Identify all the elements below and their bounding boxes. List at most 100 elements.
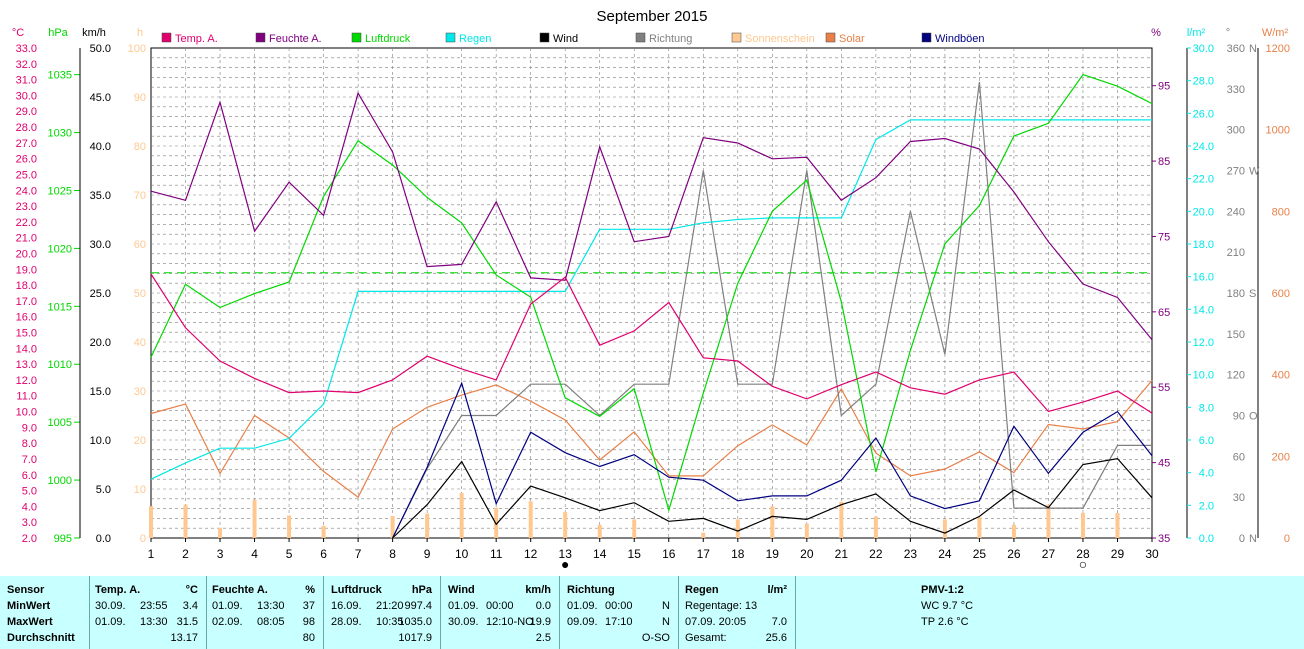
- dir-tick-label: 360: [1227, 43, 1245, 55]
- wind-avg-value: 2.5: [535, 632, 551, 644]
- press-tick-label: 1020: [48, 243, 72, 255]
- rain-header: Regen: [685, 584, 719, 596]
- x-tick-label: 13: [559, 547, 573, 561]
- wind-tick-label: 15.0: [90, 386, 111, 398]
- gust-series-line: [392, 381, 1153, 539]
- x-tick-label: 9: [424, 547, 431, 561]
- legend-label: Richtung: [649, 33, 692, 45]
- dir-cardinal-label: N: [1249, 533, 1257, 545]
- rain-tick-label: 12.0: [1193, 337, 1214, 349]
- temp-tick-label: 28.0: [16, 122, 37, 134]
- axes: 2.0 3.0 4.0 5.0 6.0 7.0 8.0 9.0 10.0 11.0 12.0 13.0…: [16, 43, 1290, 545]
- solar-tick-label: 200: [1272, 451, 1290, 463]
- press-max-value: 1035.0: [398, 616, 432, 628]
- hum-tick-label: 45: [1158, 458, 1170, 470]
- chart-title: September 2015: [597, 8, 708, 25]
- sun-tick-label: 80: [134, 141, 146, 153]
- x-tick-label: 28: [1076, 547, 1090, 561]
- press-tick-label: 1035: [48, 70, 72, 82]
- press-tick-label: 1015: [48, 301, 72, 313]
- temp-tick-label: 20.0: [16, 248, 37, 260]
- sunshine-bar: [390, 515, 395, 538]
- legend-swatch: [921, 32, 932, 43]
- dir-tick-label: 330: [1227, 84, 1245, 96]
- legend-swatch: [825, 32, 836, 43]
- legend-swatch: [539, 32, 550, 43]
- temp-tick-label: 21.0: [16, 233, 37, 245]
- hum-max-value: 98: [302, 616, 315, 628]
- sunshine-bar: [252, 499, 257, 538]
- unit-headers: °C hPa km/h h% l/m² ° W/m²: [12, 27, 1289, 39]
- press-min-date: 16.09.: [331, 600, 362, 612]
- row-label-max: MaxWert: [7, 616, 53, 628]
- rain-tick-label: 4.0: [1199, 468, 1214, 480]
- solar-tick-label: 400: [1272, 370, 1290, 382]
- sunshine-bar: [183, 504, 188, 538]
- sunshine-bar: [1046, 504, 1051, 538]
- legend-swatch: [351, 32, 362, 43]
- legend-label: Wind: [553, 33, 578, 45]
- unit-header: l/m²: [1187, 27, 1206, 39]
- press-tick-label: 1010: [48, 359, 72, 371]
- x-tick-label: 19: [766, 547, 780, 561]
- dir-max-time: 17:10: [605, 616, 633, 628]
- wind-min-time: 00:00: [486, 600, 514, 612]
- series-lines: [150, 73, 1153, 539]
- unit-header: %: [1151, 27, 1161, 39]
- temp-series-line: [150, 273, 1153, 414]
- dir-header: Richtung: [567, 584, 615, 596]
- legend-swatch: [635, 32, 646, 43]
- x-tick-label: 25: [973, 547, 987, 561]
- rain-max-value: 7.0: [771, 616, 787, 628]
- dir-cardinal-label: O: [1249, 411, 1258, 423]
- full-moon-marker: ○: [1079, 556, 1087, 572]
- legend-swatch: [255, 32, 266, 43]
- sunshine-bar: [701, 532, 706, 538]
- temp-max-value: 31.5: [176, 616, 198, 628]
- dir-max-date: 09.09.: [567, 616, 598, 628]
- solar-tick-label: 800: [1272, 206, 1290, 218]
- x-tick-label: 1: [148, 547, 155, 561]
- sunshine-bar: [563, 512, 568, 538]
- rain-tick-label: 16.0: [1193, 272, 1214, 284]
- sunshine-bar: [494, 507, 499, 538]
- row-label-min: MinWert: [7, 600, 51, 612]
- temp-tick-label: 29.0: [16, 106, 37, 118]
- sunshine-bar: [1011, 524, 1016, 538]
- dir-tick-label: 300: [1227, 125, 1245, 137]
- stats-col-hum: Feuchte A. % 01.09. 13:30 37 02.09. 08:0…: [206, 576, 323, 649]
- hum-header: Feuchte A.: [212, 584, 268, 596]
- wind-max-time: 12:10-NO: [486, 616, 534, 628]
- temp-header: Temp. A.: [95, 584, 141, 596]
- temp-tick-label: 3.0: [22, 517, 37, 529]
- wind-tick-label: 30.0: [90, 239, 111, 251]
- rain-tick-label: 14.0: [1193, 304, 1214, 316]
- pmv-header: PMV-1:2: [921, 584, 964, 596]
- sensor-header: Sensor: [7, 584, 45, 596]
- x-tick-label: 3: [217, 547, 224, 561]
- wind-tick-label: 50.0: [90, 43, 111, 55]
- sun-tick-label: 70: [134, 190, 146, 202]
- x-tick-label: 7: [355, 547, 362, 561]
- legend-label: Feuchte A.: [269, 33, 322, 45]
- wind-min-value: 0.0: [535, 600, 551, 612]
- temp-tick-label: 8.0: [22, 438, 37, 450]
- hum-max-time: 08:05: [257, 616, 285, 628]
- sunshine-bars: [149, 492, 1120, 538]
- sunshine-bar: [218, 527, 223, 538]
- hum-series-line: [150, 91, 1153, 341]
- rain-tick-label: 18.0: [1193, 239, 1214, 251]
- press-tick-label: 1005: [48, 417, 72, 429]
- stats-col-dir: Richtung 01.09. 00:00 N 09.09. 17:10 N O…: [559, 576, 678, 649]
- legend-label: Solar: [839, 33, 865, 45]
- sunshine-bar: [632, 519, 637, 538]
- legend-swatch: [161, 32, 172, 43]
- stats-col-pmv: PMV-1:2 WC 9.7 °C TP 2.6 °C: [795, 576, 1304, 649]
- sunshine-bar: [1080, 513, 1085, 538]
- solar-series-line: [150, 380, 1153, 499]
- unit-header: h: [137, 27, 143, 39]
- press-avg-value: 1017.9: [398, 632, 432, 644]
- solar-tick-label: 1000: [1266, 125, 1290, 137]
- hum-unit: %: [305, 584, 315, 596]
- dir-tick-label: 60: [1233, 451, 1245, 463]
